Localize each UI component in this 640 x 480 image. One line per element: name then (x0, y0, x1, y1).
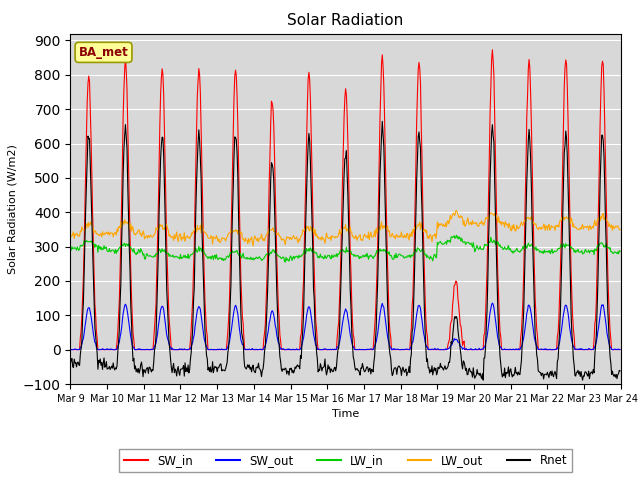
Y-axis label: Solar Radiation (W/m2): Solar Radiation (W/m2) (7, 144, 17, 274)
Legend: SW_in, SW_out, LW_in, LW_out, Rnet: SW_in, SW_out, LW_in, LW_out, Rnet (119, 449, 572, 472)
Text: BA_met: BA_met (79, 46, 129, 59)
Title: Solar Radiation: Solar Radiation (287, 13, 404, 28)
X-axis label: Time: Time (332, 409, 359, 419)
